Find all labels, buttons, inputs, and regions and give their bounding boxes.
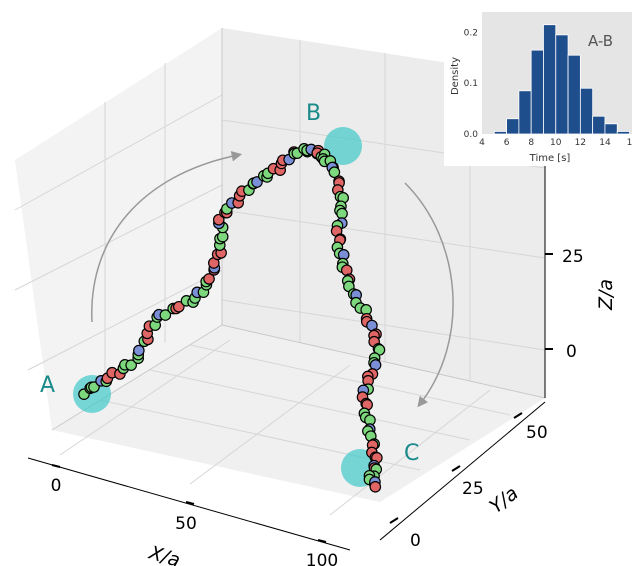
inset-x-tick-label: 6 (504, 138, 510, 148)
histogram-bar (518, 90, 532, 135)
trajectory-marker (133, 344, 145, 357)
y-axis-line (379, 401, 546, 541)
arrow-b-to-c (404, 182, 454, 408)
z-axis-title: Z/a (595, 279, 617, 311)
inset-y-tick-label: 0.1 (464, 79, 478, 89)
histogram-bar (493, 131, 507, 135)
trajectory-marker (369, 481, 382, 493)
inset-x-tick-label: 4 (479, 138, 485, 148)
histogram-bar (604, 123, 618, 135)
trajectory-marker (203, 273, 215, 285)
y-tick-label-50: 50 (526, 423, 548, 443)
y-axis-title: Y/a (486, 482, 523, 518)
inset-histogram: A-B Density Time [s] 4 6 8 10 12 14 1 0.00.10.… (444, 4, 634, 166)
histogram-bar (567, 54, 581, 135)
inset-x-tick-label: 1 (627, 138, 633, 148)
z-tick-label-25: 25 (562, 247, 584, 267)
inset-bars (493, 24, 630, 135)
label-a: A (40, 373, 55, 398)
label-c: C (404, 441, 419, 466)
left-pane (15, 28, 222, 430)
histogram-bar (555, 34, 569, 135)
y-tick-label-0: 0 (410, 531, 421, 551)
inset-xlabel: Time [s] (529, 153, 571, 164)
histogram-bar (506, 118, 520, 135)
inset-y-tick-label: 0.2 (464, 28, 478, 38)
label-b: B (306, 101, 321, 126)
y-tick-50 (513, 412, 523, 419)
highlight-b (324, 127, 362, 165)
arrow-a-to-b (91, 151, 243, 323)
x-axis-title: X/a (146, 541, 183, 566)
trajectory-marker (336, 207, 348, 220)
inset-x-tick-label: 12 (575, 138, 586, 148)
histogram-bar (592, 115, 606, 135)
grid-lines (14, 28, 546, 516)
histogram-bar (543, 24, 557, 135)
inset-x-tick-label: 14 (599, 138, 611, 148)
inset-x-ticks: 4 6 8 10 12 14 1 (479, 138, 632, 148)
trajectory-marker (159, 309, 172, 321)
inset-y-ticks: 0.0 0.1 0.2 (464, 28, 479, 140)
y-tick-label-25: 25 (462, 479, 484, 499)
trajectory-marker (328, 166, 341, 179)
inset-ylabel: Density (450, 57, 461, 95)
x-axis-line (27, 457, 351, 551)
y-tick-25 (451, 465, 461, 472)
x-tick-label-100: 100 (306, 551, 338, 566)
histogram-bar (616, 131, 630, 135)
trajectory-points (78, 143, 386, 493)
inset-y-tick-label: 0.0 (464, 130, 479, 140)
inset-x-tick-label: 8 (528, 138, 534, 148)
histogram-bar (530, 49, 544, 135)
y-tick-0 (389, 517, 399, 524)
inset-annotation: A-B (588, 32, 613, 50)
axis-ticks (51, 253, 553, 543)
x-tick-50 (185, 501, 195, 505)
inset-x-tick-label: 10 (550, 138, 562, 148)
x-tick-label-50: 50 (175, 514, 197, 534)
floor-pane (52, 325, 545, 502)
histogram-bar (579, 87, 594, 135)
trajectory-marker (173, 300, 185, 313)
x-tick-label-0: 0 (51, 476, 62, 496)
x-tick-0 (51, 464, 61, 468)
trajectory-marker (125, 359, 137, 371)
z-tick-label-0: 0 (566, 342, 577, 362)
x-tick-100 (317, 539, 327, 543)
